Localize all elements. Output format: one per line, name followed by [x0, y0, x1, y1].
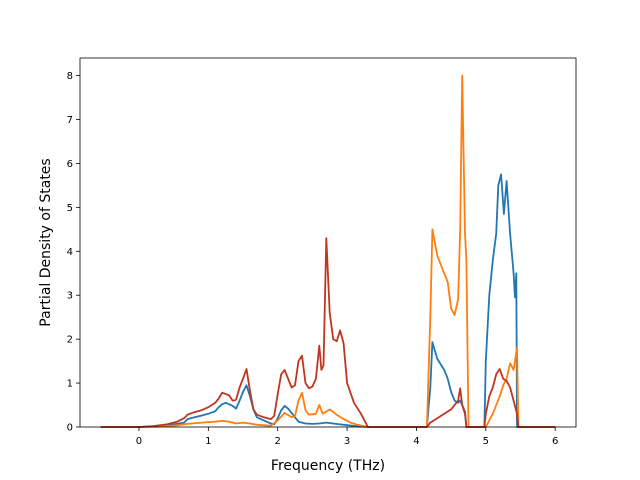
y-tick-label: 3	[67, 291, 73, 302]
x-tick-label: 2	[275, 436, 281, 447]
x-tick-label: 1	[205, 436, 211, 447]
y-axis-label: Partial Density of States	[38, 158, 54, 326]
x-tick-label: 4	[413, 436, 419, 447]
y-tick-label: 5	[67, 203, 73, 214]
y-tick-label: 6	[67, 159, 73, 170]
y-tick-label: 0	[67, 423, 73, 434]
x-tick-label: 0	[136, 436, 142, 447]
x-tick-label: 6	[552, 436, 558, 447]
y-tick-label: 1	[67, 379, 73, 390]
y-tick-label: 4	[67, 247, 73, 258]
x-axis-label: Frequency (THz)	[271, 458, 385, 474]
y-axis-ticks: 0 1 2 3 4 5 6 7 8	[67, 71, 80, 434]
plot-frame	[79, 57, 577, 428]
series-line-1	[100, 173, 556, 428]
x-tick-label: 3	[344, 436, 350, 447]
y-tick-label: 8	[67, 71, 73, 82]
x-tick-label: 5	[483, 436, 489, 447]
y-tick-label: 2	[67, 335, 73, 346]
y-tick-label: 7	[67, 115, 73, 126]
x-axis-ticks: 0 1 2 3 4 5 6	[136, 427, 558, 447]
